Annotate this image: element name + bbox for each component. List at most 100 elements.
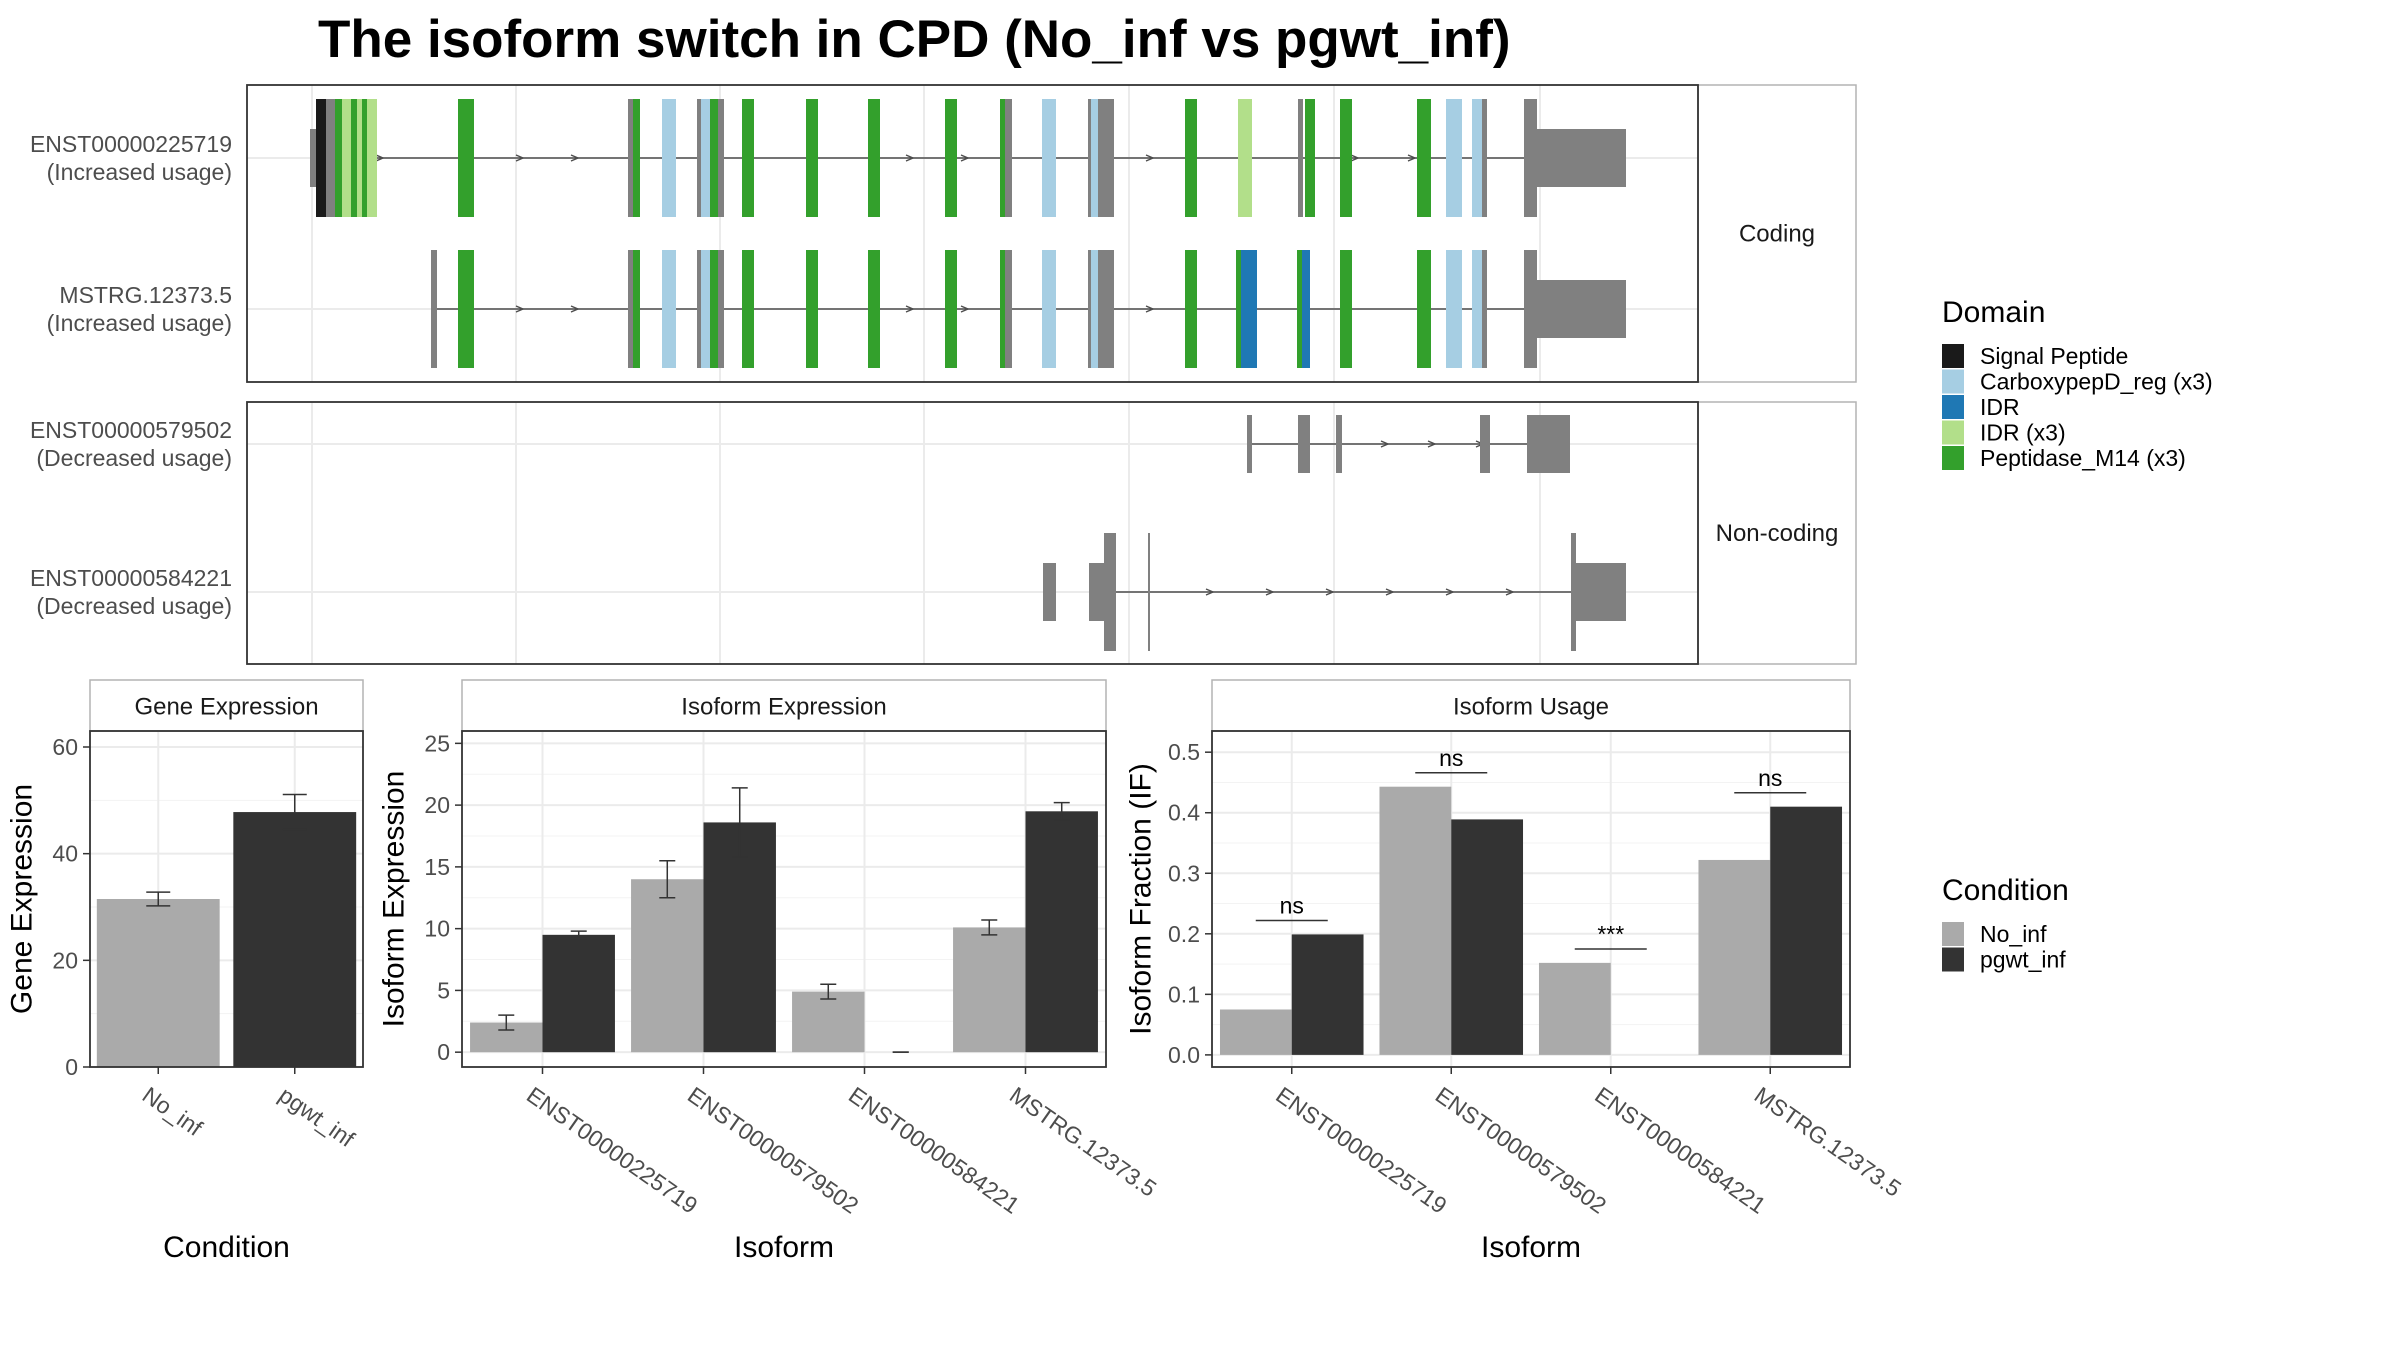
y-tick-label: 60 (52, 734, 78, 760)
y-tick-label: 0.3 (1168, 860, 1200, 886)
x-axis-title: Isoform (1481, 1231, 1581, 1264)
exon-segment (1417, 250, 1431, 368)
exon-segment (806, 99, 818, 217)
condition-legend-key (1942, 922, 1964, 946)
exon-segment (1472, 250, 1482, 368)
exon-segment (1537, 129, 1626, 187)
exon-segment (1446, 99, 1462, 217)
domain-legend-label: Signal Peptide (1980, 343, 2128, 369)
transcript-usage-label: (Decreased usage) (36, 445, 232, 471)
bar-No_inf-MSTRG.12373.5 (1698, 860, 1770, 1055)
significance-label: ns (1758, 765, 1782, 791)
bar-No_inf-MSTRG.12373.5 (953, 927, 1025, 1052)
exon-segment (431, 250, 437, 368)
transcript-label: ENST00000225719 (30, 131, 232, 157)
x-tick-label: pgwt_inf (274, 1082, 360, 1153)
domain-legend-key (1942, 446, 1964, 470)
exon-segment (357, 99, 362, 217)
y-tick-label: 0.2 (1168, 921, 1200, 947)
exon-segment (351, 99, 357, 217)
x-axis-title: Isoform (734, 1231, 834, 1264)
exon-segment (1185, 99, 1197, 217)
exon-segment (628, 99, 633, 217)
y-axis-title: Gene Expression (6, 784, 39, 1014)
exon-segment (806, 250, 818, 368)
exon-segment (1088, 99, 1091, 217)
exon-segment (1305, 99, 1315, 217)
domain-legend-label: CarboxypepD_reg (x3) (1980, 369, 2213, 395)
transcript-usage-label: (Increased usage) (47, 159, 232, 185)
figure: The isoform switch in CPD (No_inf vs pgw… (0, 0, 2400, 1350)
significance-label: ns (1280, 892, 1304, 918)
domain-legend-label: IDR (x3) (1980, 420, 2066, 446)
y-tick-label: 0.0 (1168, 1042, 1200, 1068)
y-tick-label: 10 (424, 916, 450, 942)
exon-segment (1098, 99, 1114, 217)
y-tick-label: 0.5 (1168, 739, 1200, 765)
exon-segment (367, 99, 377, 217)
y-tick-label: 40 (52, 841, 78, 867)
exon-segment (362, 99, 367, 217)
exon-segment (1576, 563, 1626, 621)
significance-label: ns (1439, 745, 1463, 771)
exon-segment (1088, 250, 1091, 368)
exon-segment (1446, 250, 1462, 368)
bar-pgwt_inf (233, 812, 356, 1067)
x-tick-label: ENST00000225719 (1271, 1082, 1451, 1219)
exon-segment (1480, 415, 1490, 473)
transcript-usage-label: (Increased usage) (47, 310, 232, 336)
y-axis-title: Isoform Expression (378, 771, 411, 1028)
exon-segment (316, 99, 326, 217)
x-tick-label: ENST00000579502 (683, 1082, 863, 1219)
condition-legend-key (1942, 948, 1964, 972)
bar-pgwt_inf-MSTRG.12373.5 (1770, 807, 1842, 1055)
isoform-structure-plot: CodingNon-codingENST00000225719(Increase… (30, 85, 1856, 664)
transcript-label: ENST00000584221 (30, 565, 232, 591)
exon-segment (1241, 250, 1257, 368)
y-tick-label: 20 (52, 947, 78, 973)
bar-pgwt_inf-ENST00000225719 (1292, 934, 1364, 1054)
domain-legend-label: Peptidase_M14 (x3) (1980, 445, 2186, 471)
y-tick-label: 25 (424, 730, 450, 756)
exon-segment (1571, 533, 1576, 651)
exon-segment (697, 99, 701, 217)
domain-legend-key (1942, 344, 1964, 368)
exon-segment (335, 99, 342, 217)
x-tick-label: ENST00000579502 (1431, 1082, 1611, 1219)
exon-segment (1537, 280, 1626, 338)
domain-legend-key (1942, 421, 1964, 445)
exon-segment (326, 99, 335, 217)
transcript-label: ENST00000579502 (30, 417, 232, 443)
x-axis-title: Condition (163, 1231, 290, 1264)
exon-segment (868, 250, 880, 368)
exon-segment (945, 99, 957, 217)
exon-segment (342, 99, 351, 217)
exon-segment (868, 99, 880, 217)
exon-segment (628, 250, 633, 368)
x-tick-label: ENST00000225719 (522, 1082, 702, 1219)
bar-No_inf-ENST00000579502 (1379, 787, 1451, 1055)
exon-segment (742, 250, 754, 368)
exon-segment (718, 99, 724, 217)
domain-legend-key (1942, 370, 1964, 394)
bar-No_inf-ENST00000584221 (792, 992, 864, 1053)
y-tick-label: 0 (65, 1054, 78, 1080)
exon-segment (1043, 563, 1056, 621)
exon-segment (742, 99, 754, 217)
exon-segment (697, 250, 701, 368)
panel-title: Isoform Expression (681, 694, 886, 721)
exon-segment (458, 99, 474, 217)
domain-legend-title: Domain (1942, 296, 2045, 329)
exon-segment (1472, 99, 1482, 217)
exon-segment (718, 250, 724, 368)
exon-segment (1236, 250, 1241, 368)
y-tick-label: 0.4 (1168, 800, 1200, 826)
exon-segment (1297, 250, 1302, 368)
exon-segment (1104, 533, 1116, 651)
domain-legend-key (1942, 395, 1964, 419)
significance-label: *** (1597, 921, 1624, 947)
exon-segment (1524, 250, 1537, 368)
condition-legend-label: No_inf (1980, 921, 2047, 947)
exon-segment (1098, 250, 1114, 368)
